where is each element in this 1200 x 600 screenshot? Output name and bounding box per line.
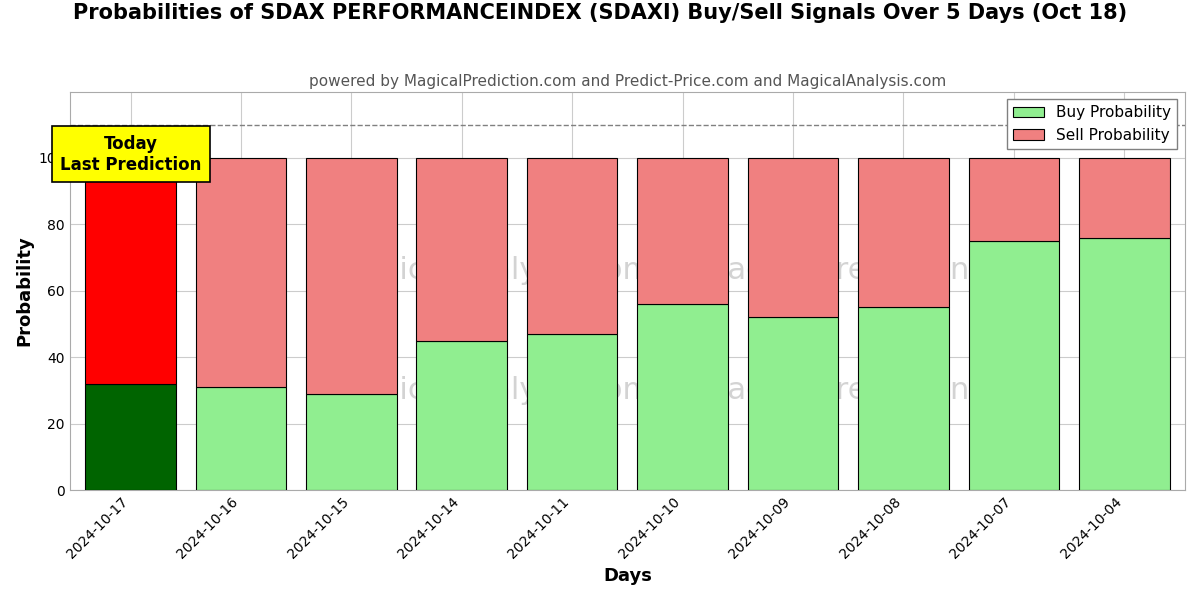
Bar — [637, 304, 728, 490]
Bar — [85, 158, 175, 384]
Legend: Buy Probability, Sell Probability: Buy Probability, Sell Probability — [1007, 99, 1177, 149]
Bar — [968, 158, 1060, 241]
Bar — [858, 307, 949, 490]
Bar — [637, 158, 728, 304]
Text: MagicalAnalysis.com: MagicalAnalysis.com — [335, 256, 652, 286]
Text: MagicalPrediction.com: MagicalPrediction.com — [701, 256, 1044, 286]
X-axis label: Days: Days — [602, 567, 652, 585]
Y-axis label: Probability: Probability — [14, 235, 34, 346]
Text: MagicalPrediction.com: MagicalPrediction.com — [701, 376, 1044, 405]
Bar — [527, 158, 618, 334]
Bar — [1079, 158, 1170, 238]
Bar — [196, 387, 287, 490]
Text: Today
Last Prediction: Today Last Prediction — [60, 135, 202, 173]
Text: Probabilities of SDAX PERFORMANCEINDEX (SDAXI) Buy/Sell Signals Over 5 Days (Oct: Probabilities of SDAX PERFORMANCEINDEX (… — [73, 3, 1127, 23]
Bar — [748, 158, 839, 317]
Bar — [196, 158, 287, 387]
Bar — [416, 341, 508, 490]
Bar — [748, 317, 839, 490]
Text: MagicalAnalysis.com: MagicalAnalysis.com — [335, 376, 652, 405]
Title: powered by MagicalPrediction.com and Predict-Price.com and MagicalAnalysis.com: powered by MagicalPrediction.com and Pre… — [308, 74, 946, 89]
Bar — [968, 241, 1060, 490]
Bar — [306, 158, 397, 394]
Bar — [85, 384, 175, 490]
Bar — [306, 394, 397, 490]
Bar — [1079, 238, 1170, 490]
Bar — [527, 334, 618, 490]
Bar — [416, 158, 508, 341]
Bar — [858, 158, 949, 307]
